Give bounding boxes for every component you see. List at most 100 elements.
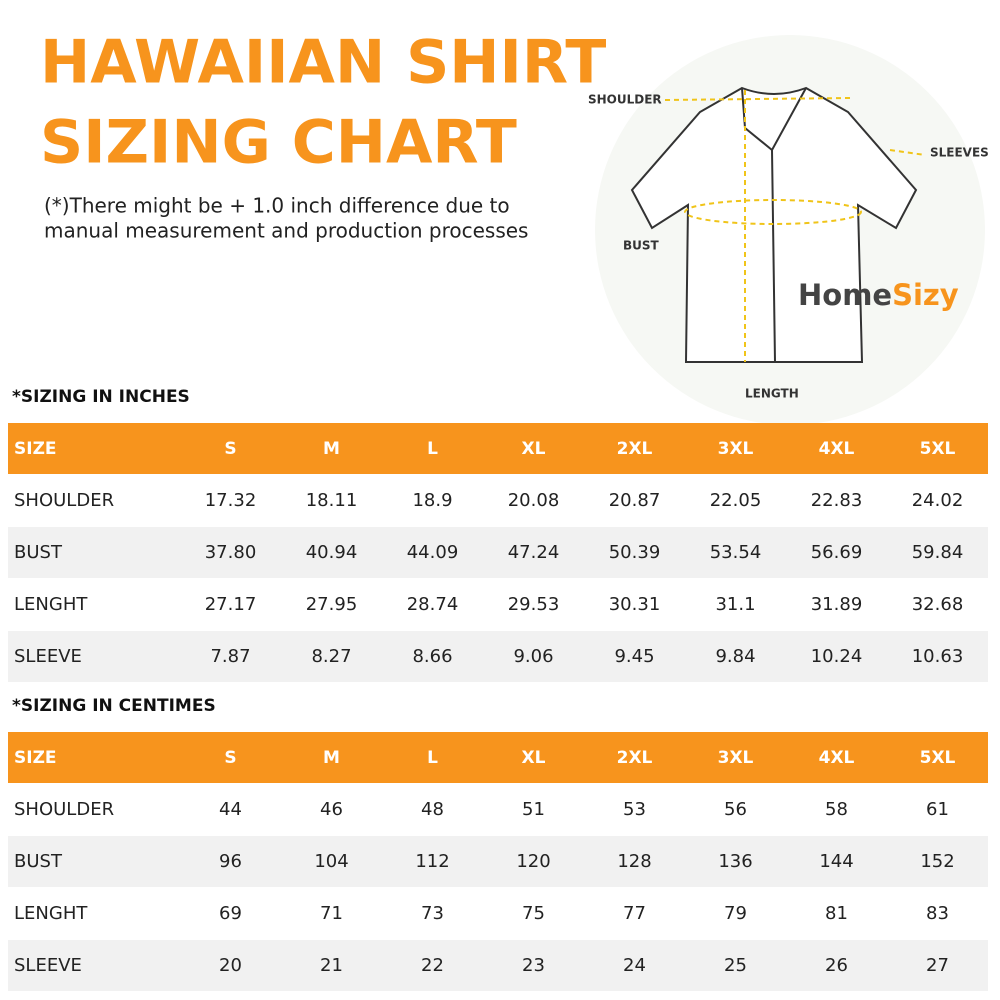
cell: 20.08 xyxy=(508,490,560,511)
column-header: 2XL xyxy=(617,748,653,768)
diagram-label: BUST xyxy=(623,239,660,253)
title-line: HAWAIIAN SHIRT xyxy=(40,28,606,98)
cell: 75 xyxy=(522,903,545,924)
cell: 53 xyxy=(623,799,646,820)
cell: 18.9 xyxy=(412,490,452,511)
cell: 81 xyxy=(825,903,848,924)
column-header: XL xyxy=(522,439,546,459)
cell: 71 xyxy=(320,903,343,924)
column-header: M xyxy=(323,748,340,768)
cell: 8.66 xyxy=(412,646,452,667)
row-label: SLEEVE xyxy=(14,955,82,976)
title-line: SIZING CHART xyxy=(40,108,517,178)
row-label: SHOULDER xyxy=(14,490,114,511)
cell: 25 xyxy=(724,955,747,976)
column-header: 2XL xyxy=(617,439,653,459)
row-label: LENGHT xyxy=(14,903,88,924)
table-heading: *SIZING IN INCHES xyxy=(12,387,190,407)
table-row xyxy=(8,579,988,630)
column-header: 3XL xyxy=(718,439,754,459)
column-header: S xyxy=(224,748,236,768)
cell: 37.80 xyxy=(205,542,257,563)
cell: 18.11 xyxy=(306,490,358,511)
cell: 50.39 xyxy=(609,542,661,563)
row-label: BUST xyxy=(14,851,63,872)
cell: 22 xyxy=(421,955,444,976)
cell: 120 xyxy=(516,851,550,872)
shirt-diagram: SHOULDER SLEEVES BUST LENGTH HomeSizy xyxy=(588,35,989,425)
table-row xyxy=(8,940,988,991)
cell: 44 xyxy=(219,799,242,820)
cell: 69 xyxy=(219,903,242,924)
row-label: SLEEVE xyxy=(14,646,82,667)
column-header: SIZE xyxy=(14,748,57,768)
brand-part: Home xyxy=(798,278,892,312)
cell: 59.84 xyxy=(912,542,964,563)
cell: 22.05 xyxy=(710,490,762,511)
cell: 31.89 xyxy=(811,594,863,615)
column-header: 4XL xyxy=(819,748,855,768)
header-row xyxy=(8,423,988,474)
shoulder-line xyxy=(664,97,851,101)
cell: 46 xyxy=(320,799,343,820)
cell: 10.24 xyxy=(811,646,863,667)
cell: 144 xyxy=(819,851,853,872)
column-header: 5XL xyxy=(920,439,956,459)
cell: 23 xyxy=(522,955,545,976)
row-label: BUST xyxy=(14,542,63,563)
cell: 79 xyxy=(724,903,747,924)
column-header: 4XL xyxy=(819,439,855,459)
cell: 9.45 xyxy=(614,646,654,667)
table-heading: *SIZING IN CENTIMES xyxy=(12,696,216,716)
shirt-collar xyxy=(741,87,807,363)
column-header: L xyxy=(427,439,438,459)
cell: 29.53 xyxy=(508,594,560,615)
cell: 128 xyxy=(617,851,651,872)
diagram-label: SHOULDER xyxy=(588,93,662,107)
column-header: XL xyxy=(522,748,546,768)
table-row xyxy=(8,527,988,578)
cell: 136 xyxy=(718,851,752,872)
table-row xyxy=(8,888,988,939)
table-row xyxy=(8,784,988,835)
diagram-label: LENGTH xyxy=(745,387,799,401)
cell: 56.69 xyxy=(811,542,863,563)
cell: 21 xyxy=(320,955,343,976)
cell: 152 xyxy=(920,851,954,872)
cell: 112 xyxy=(415,851,449,872)
column-header: M xyxy=(323,439,340,459)
cell: 83 xyxy=(926,903,949,924)
cell: 30.31 xyxy=(609,594,661,615)
note-line: manual measurement and production proces… xyxy=(44,219,528,243)
bust-line xyxy=(684,199,862,225)
cell: 48 xyxy=(421,799,444,820)
cell: 104 xyxy=(314,851,348,872)
row-label: LENGHT xyxy=(14,594,88,615)
brand-part: Sizy xyxy=(892,278,959,312)
diagram-label: SLEEVES xyxy=(930,146,989,160)
cell: 32.68 xyxy=(912,594,964,615)
cell: 24 xyxy=(623,955,646,976)
cell: 58 xyxy=(825,799,848,820)
cell: 61 xyxy=(926,799,949,820)
cell: 24.02 xyxy=(912,490,964,511)
cell: 56 xyxy=(724,799,747,820)
cell: 27.17 xyxy=(205,594,257,615)
cell: 27.95 xyxy=(306,594,358,615)
cell: 22.83 xyxy=(811,490,863,511)
cell: 9.06 xyxy=(513,646,553,667)
cell: 28.74 xyxy=(407,594,459,615)
cell: 44.09 xyxy=(407,542,459,563)
column-header: S xyxy=(224,439,236,459)
column-header: 5XL xyxy=(920,748,956,768)
cell: 8.27 xyxy=(311,646,351,667)
column-header: 3XL xyxy=(718,748,754,768)
brand: HomeSizy xyxy=(798,278,959,312)
cell: 17.32 xyxy=(205,490,257,511)
cell: 73 xyxy=(421,903,444,924)
column-header: SIZE xyxy=(14,439,57,459)
header-row xyxy=(8,732,988,783)
cell: 20 xyxy=(219,955,242,976)
row-label: SHOULDER xyxy=(14,799,114,820)
